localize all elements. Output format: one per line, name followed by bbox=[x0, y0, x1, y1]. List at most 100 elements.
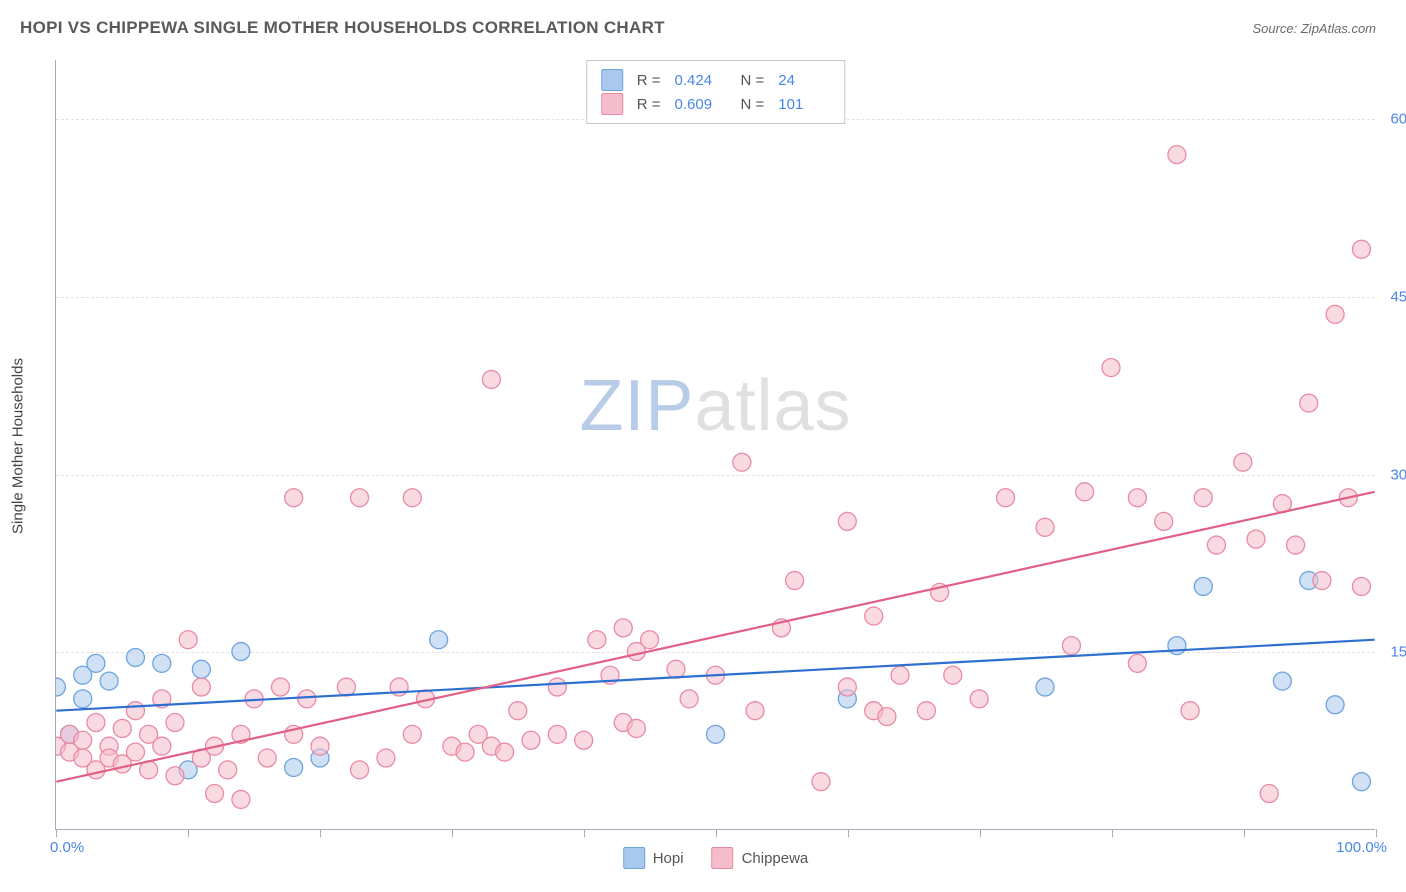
data-point bbox=[456, 743, 474, 761]
data-point bbox=[838, 678, 856, 696]
data-point bbox=[153, 737, 171, 755]
data-point bbox=[746, 702, 764, 720]
data-point bbox=[496, 743, 514, 761]
data-point bbox=[1326, 305, 1344, 323]
data-point bbox=[1352, 240, 1370, 258]
data-point bbox=[838, 512, 856, 530]
legend-swatch bbox=[623, 847, 645, 869]
data-point bbox=[707, 725, 725, 743]
data-point bbox=[944, 666, 962, 684]
data-point bbox=[74, 731, 92, 749]
data-point bbox=[206, 785, 224, 803]
data-point bbox=[232, 643, 250, 661]
legend-r-key: R = bbox=[637, 72, 661, 89]
data-point bbox=[153, 654, 171, 672]
data-point bbox=[351, 761, 369, 779]
y-tick-label: 15.0% bbox=[1390, 644, 1406, 661]
data-point bbox=[627, 643, 645, 661]
data-point bbox=[1128, 489, 1146, 507]
data-point bbox=[588, 631, 606, 649]
data-point bbox=[1273, 672, 1291, 690]
data-point bbox=[56, 678, 65, 696]
data-point bbox=[733, 453, 751, 471]
x-tick bbox=[1376, 829, 1377, 837]
data-point bbox=[1313, 572, 1331, 590]
data-point bbox=[1076, 483, 1094, 501]
x-tick bbox=[848, 829, 849, 837]
data-point bbox=[1181, 702, 1199, 720]
data-point bbox=[403, 725, 421, 743]
data-point bbox=[1155, 512, 1173, 530]
data-point bbox=[337, 678, 355, 696]
x-tick bbox=[188, 829, 189, 837]
data-point bbox=[166, 714, 184, 732]
y-tick-label: 30.0% bbox=[1390, 466, 1406, 483]
data-point bbox=[298, 690, 316, 708]
correlation-legend: R =0.424 N =24 R =0.609 N =101 bbox=[586, 60, 846, 124]
legend-item: Hopi bbox=[623, 847, 684, 869]
legend-r-val: 0.424 bbox=[675, 72, 727, 89]
data-point bbox=[482, 370, 500, 388]
y-tick-label: 45.0% bbox=[1390, 288, 1406, 305]
data-point bbox=[1036, 678, 1054, 696]
data-point bbox=[917, 702, 935, 720]
x-tick bbox=[56, 829, 57, 837]
data-point bbox=[1352, 773, 1370, 791]
x-tick bbox=[320, 829, 321, 837]
data-point bbox=[1247, 530, 1265, 548]
y-axis-label: Single Mother Households bbox=[10, 358, 27, 534]
data-point bbox=[878, 708, 896, 726]
data-point bbox=[1194, 489, 1212, 507]
x-tick bbox=[452, 829, 453, 837]
data-point bbox=[100, 672, 118, 690]
x-tick bbox=[584, 829, 585, 837]
data-point bbox=[179, 631, 197, 649]
data-point bbox=[522, 731, 540, 749]
x-min-label: 0.0% bbox=[50, 839, 84, 856]
legend-row: R =0.424 N =24 bbox=[601, 69, 831, 91]
legend-swatch bbox=[601, 69, 623, 91]
legend-item: Chippewa bbox=[712, 847, 809, 869]
data-point bbox=[575, 731, 593, 749]
data-point bbox=[430, 631, 448, 649]
source-label: Source: ZipAtlas.com bbox=[1252, 21, 1376, 36]
legend-swatch bbox=[712, 847, 734, 869]
chart-area: ZIPatlas R =0.424 N =24 R =0.609 N =101 … bbox=[55, 60, 1375, 830]
data-point bbox=[403, 489, 421, 507]
data-point bbox=[509, 702, 527, 720]
legend-n-val: 24 bbox=[778, 72, 830, 89]
chart-title: HOPI VS CHIPPEWA SINGLE MOTHER HOUSEHOLD… bbox=[20, 18, 665, 38]
series-legend: Hopi Chippewa bbox=[623, 847, 809, 869]
legend-n-key: N = bbox=[741, 96, 765, 113]
legend-n-val: 101 bbox=[778, 96, 830, 113]
data-point bbox=[74, 690, 92, 708]
data-point bbox=[1128, 654, 1146, 672]
data-point bbox=[126, 648, 144, 666]
x-tick bbox=[980, 829, 981, 837]
data-point bbox=[667, 660, 685, 678]
data-point bbox=[219, 761, 237, 779]
x-tick bbox=[716, 829, 717, 837]
data-point bbox=[1168, 637, 1186, 655]
data-point bbox=[232, 790, 250, 808]
data-point bbox=[1036, 518, 1054, 536]
data-point bbox=[1234, 453, 1252, 471]
legend-r-key: R = bbox=[637, 96, 661, 113]
data-point bbox=[1260, 785, 1278, 803]
legend-label: Hopi bbox=[653, 850, 684, 867]
data-point bbox=[1102, 359, 1120, 377]
data-point bbox=[285, 758, 303, 776]
data-point bbox=[285, 489, 303, 507]
data-point bbox=[351, 489, 369, 507]
data-point bbox=[970, 690, 988, 708]
data-point bbox=[166, 767, 184, 785]
data-point bbox=[1194, 577, 1212, 595]
legend-label: Chippewa bbox=[742, 850, 809, 867]
x-tick bbox=[1244, 829, 1245, 837]
data-point bbox=[1287, 536, 1305, 554]
data-point bbox=[192, 660, 210, 678]
data-point bbox=[113, 719, 131, 737]
data-point bbox=[126, 702, 144, 720]
x-max-label: 100.0% bbox=[1336, 839, 1387, 856]
legend-r-val: 0.609 bbox=[675, 96, 727, 113]
